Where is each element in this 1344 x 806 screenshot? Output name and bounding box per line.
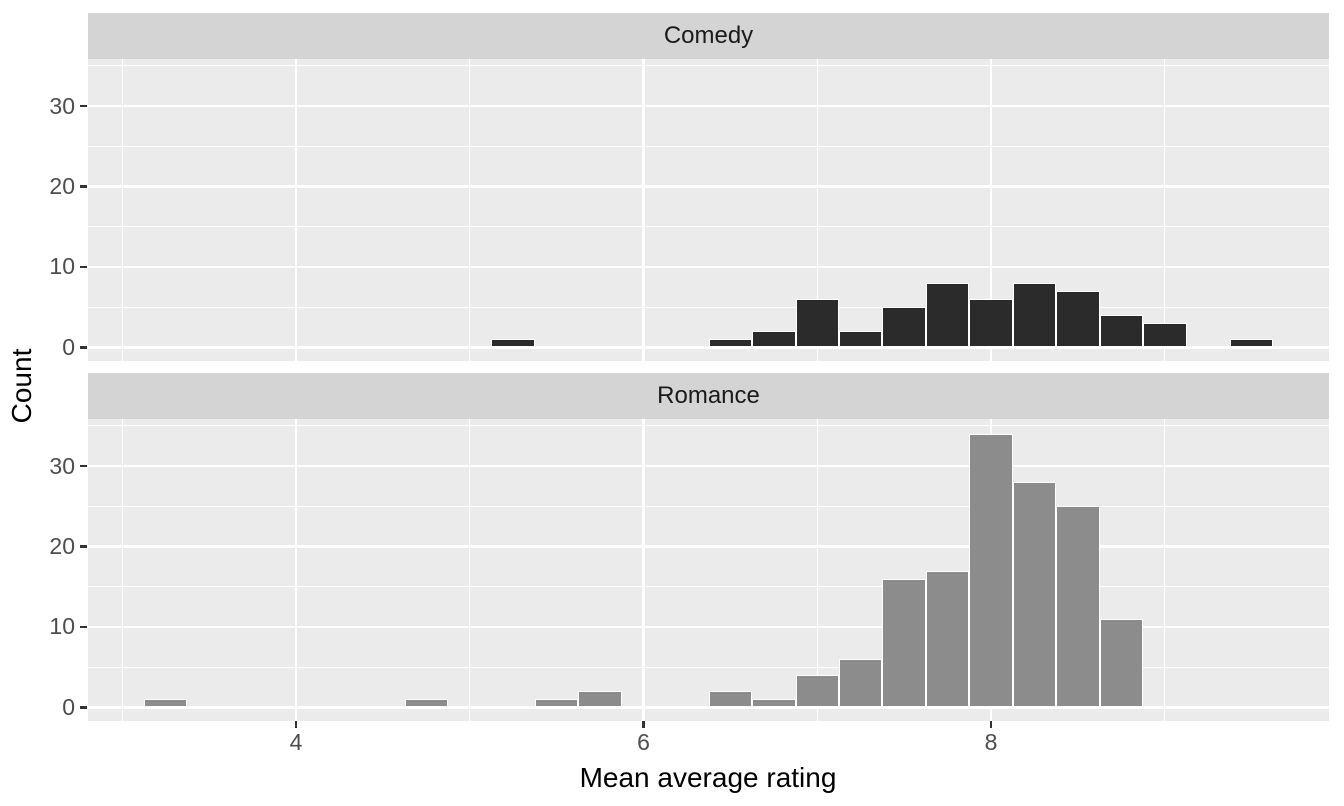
- facet-strip-comedy: Comedy: [88, 13, 1329, 59]
- histogram-bar: [1056, 506, 1100, 708]
- y-tick-label: 10: [49, 253, 75, 280]
- x-minor-gridline: [816, 419, 818, 721]
- histogram-bar: [882, 307, 926, 348]
- y-tick-mark: [80, 464, 87, 468]
- histogram-bar: [882, 578, 926, 708]
- y-tick-mark: [80, 265, 87, 269]
- x-axis-title: Mean average rating: [579, 762, 837, 793]
- x-tick-mark: [642, 721, 645, 728]
- y-tick-label: 20: [49, 172, 75, 199]
- x-tick-mark: [989, 721, 993, 728]
- histogram-bar: [708, 691, 753, 708]
- histogram-bar: [925, 283, 970, 348]
- x-major-gridline: [642, 419, 645, 721]
- x-major-gridline: [642, 59, 645, 361]
- x-tick-label: 8: [984, 729, 998, 755]
- histogram-bar: [925, 570, 970, 708]
- histogram-bar: [1012, 482, 1057, 708]
- x-major-gridline: [294, 419, 298, 721]
- histogram-bar: [578, 691, 622, 708]
- histogram-bar: [795, 299, 839, 348]
- histogram-bar: [143, 699, 188, 708]
- y-axis-title: Count: [6, 348, 37, 424]
- x-tick-label: 4: [289, 729, 303, 755]
- y-tick-mark: [80, 185, 87, 188]
- histogram-bar: [1012, 283, 1057, 348]
- y-major-gridline: [88, 185, 1329, 188]
- y-major-gridline: [88, 545, 1329, 548]
- y-major-gridline: [88, 265, 1329, 269]
- x-minor-gridline: [121, 59, 123, 361]
- x-major-gridline: [294, 59, 298, 361]
- y-tick-mark: [80, 625, 87, 629]
- y-minor-gridline: [88, 65, 1329, 67]
- x-minor-gridline: [121, 419, 123, 721]
- x-minor-gridline: [469, 419, 471, 721]
- histogram-bar: [1056, 291, 1100, 348]
- histogram-bar: [752, 699, 796, 708]
- histogram-bar: [752, 331, 796, 348]
- y-tick-label: 0: [62, 333, 75, 360]
- histogram-bar: [1099, 618, 1144, 708]
- x-minor-gridline: [816, 59, 818, 361]
- x-minor-gridline: [1164, 59, 1166, 361]
- y-major-gridline: [88, 464, 1329, 468]
- y-major-gridline: [88, 706, 1329, 709]
- y-tick-label: 30: [49, 452, 75, 479]
- x-tick-mark: [294, 721, 298, 728]
- x-minor-gridline: [469, 59, 471, 361]
- y-minor-gridline: [88, 666, 1329, 668]
- y-tick-mark: [80, 104, 87, 108]
- y-tick-mark: [80, 346, 87, 349]
- histogram-bar: [795, 675, 839, 708]
- y-tick-mark: [80, 545, 87, 548]
- y-tick-label: 0: [62, 693, 75, 720]
- histogram-bar: [838, 659, 883, 708]
- histogram-bar: [838, 331, 883, 348]
- y-minor-gridline: [88, 425, 1329, 427]
- x-minor-gridline: [1164, 419, 1166, 721]
- histogram-bar: [404, 699, 449, 708]
- y-minor-gridline: [88, 505, 1329, 507]
- y-major-gridline: [88, 104, 1329, 108]
- facet-panel-romance: [88, 419, 1329, 721]
- y-minor-gridline: [88, 586, 1329, 588]
- facet-panel-comedy: [88, 59, 1329, 361]
- histogram-bar: [708, 339, 753, 348]
- y-tick-label: 30: [49, 92, 75, 119]
- histogram-bar: [969, 299, 1013, 348]
- y-tick-mark: [80, 706, 87, 709]
- histogram-bar: [1143, 323, 1187, 348]
- y-tick-label: 20: [49, 532, 75, 559]
- x-major-gridline: [989, 59, 993, 361]
- histogram-bar: [534, 699, 579, 708]
- y-major-gridline: [88, 346, 1329, 349]
- histogram-bar: [1229, 339, 1274, 348]
- y-minor-gridline: [88, 306, 1329, 308]
- facet-strip-romance: Romance: [88, 373, 1329, 419]
- histogram-bar: [491, 339, 535, 348]
- y-tick-label: 10: [49, 613, 75, 640]
- facet-strip-label-comedy: Comedy: [663, 22, 754, 49]
- x-tick-label: 6: [637, 729, 650, 755]
- facet-strip-label-romance: Romance: [657, 382, 760, 409]
- histogram-bar: [969, 433, 1013, 708]
- y-minor-gridline: [88, 226, 1329, 228]
- y-minor-gridline: [88, 145, 1329, 147]
- histogram-bar: [1099, 315, 1144, 348]
- y-major-gridline: [88, 625, 1329, 629]
